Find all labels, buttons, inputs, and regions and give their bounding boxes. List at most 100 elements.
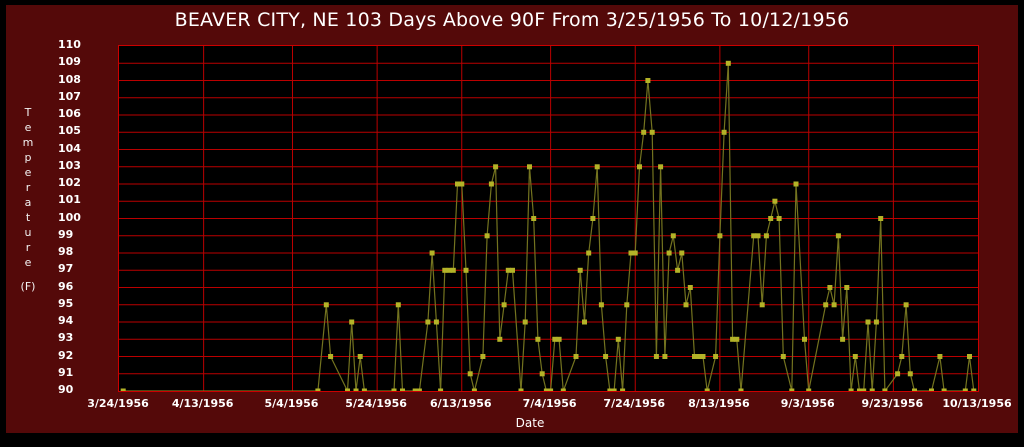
y-tick-label: 108 [58, 72, 81, 86]
data-point [531, 216, 537, 221]
temperature-line-chart [119, 46, 978, 391]
y-tick-label: 99 [58, 227, 74, 241]
data-point [882, 388, 888, 391]
y-tick-label: 106 [58, 107, 81, 120]
data-point [937, 354, 943, 359]
data-point [594, 164, 600, 170]
data-point [433, 319, 439, 325]
data-point [861, 388, 867, 391]
y-axis-unit: (F) [20, 280, 36, 293]
data-point [577, 267, 583, 273]
data-point [840, 336, 846, 342]
data-point [628, 250, 634, 256]
data-point [637, 164, 642, 170]
data-point [802, 336, 807, 342]
data-point [759, 302, 765, 308]
data-point [467, 371, 473, 377]
data-point [865, 319, 871, 325]
data-point [455, 181, 460, 187]
data-point [535, 336, 541, 342]
data-point [548, 388, 554, 391]
temperature-series-line [123, 63, 975, 391]
y-tick-label: 107 [58, 89, 81, 103]
data-point [607, 388, 613, 391]
data-point [683, 302, 689, 308]
data-point [827, 285, 833, 290]
y-tick-label: 109 [58, 55, 81, 69]
data-point [852, 354, 858, 359]
x-tick-label: 8/13/1956 [688, 397, 750, 410]
data-point [471, 388, 477, 391]
data-point [361, 388, 367, 391]
data-point [522, 319, 528, 325]
data-point [696, 354, 702, 359]
data-point [713, 354, 719, 359]
data-point [501, 302, 507, 308]
data-point [649, 129, 655, 135]
y-tick-label: 94 [58, 314, 74, 327]
data-point [573, 354, 579, 359]
data-point [823, 302, 829, 308]
data-point [632, 250, 638, 256]
x-tick-label: 7/4/1956 [522, 397, 577, 410]
y-tick-label: 95 [58, 296, 74, 310]
data-point [692, 354, 697, 359]
y-tick-label: 92 [58, 348, 74, 362]
data-point [586, 250, 592, 256]
data-point [751, 233, 757, 239]
y-tick-label: 104 [58, 141, 81, 155]
x-tick-label: 3/24/1956 [87, 397, 149, 410]
data-point [717, 233, 723, 239]
data-point [590, 216, 596, 221]
data-point [624, 302, 630, 308]
plot-area [118, 45, 979, 392]
data-point [450, 267, 456, 273]
data-point [357, 354, 363, 359]
x-tick-label: 10/13/1956 [942, 397, 1012, 410]
data-point [725, 60, 731, 66]
data-point [653, 354, 659, 359]
y-tick-label: 103 [58, 158, 81, 172]
data-point [704, 388, 710, 391]
data-point [721, 129, 727, 135]
data-point [505, 267, 511, 273]
data-point [615, 336, 621, 342]
data-point [780, 354, 786, 359]
y-tick-label: 98 [58, 245, 74, 258]
data-point [488, 181, 494, 187]
data-point [391, 388, 397, 391]
chart-title: BEAVER CITY, NE 103 Days Above 90F From … [174, 9, 850, 31]
data-point [527, 164, 532, 170]
data-point [857, 388, 862, 391]
x-tick-label: 9/23/1956 [861, 397, 924, 410]
data-point [962, 388, 968, 391]
data-point [941, 388, 947, 391]
data-point [755, 233, 761, 239]
data-point [844, 285, 850, 290]
data-point [539, 371, 545, 377]
data-point [345, 388, 350, 391]
data-point [349, 319, 355, 325]
data-point [895, 371, 901, 377]
x-tick-label: 9/3/1956 [780, 397, 835, 410]
data-point [459, 181, 465, 187]
x-tick-label: 5/24/1956 [345, 397, 407, 410]
x-tick-label: 5/4/1956 [264, 397, 319, 410]
data-point [598, 302, 604, 308]
data-point [907, 371, 913, 377]
data-point [442, 267, 448, 273]
data-point [620, 388, 626, 391]
data-point [670, 233, 676, 239]
data-point [730, 336, 736, 342]
data-point [560, 388, 566, 391]
data-point [120, 388, 126, 391]
y-tick-label: 93 [58, 331, 74, 345]
y-tick-label: 100 [58, 210, 81, 224]
data-point [510, 267, 515, 273]
x-tick-label: 6/13/1956 [429, 397, 492, 410]
data-point [666, 250, 672, 256]
data-point [899, 354, 905, 359]
data-point [835, 233, 841, 239]
data-point [776, 216, 782, 221]
